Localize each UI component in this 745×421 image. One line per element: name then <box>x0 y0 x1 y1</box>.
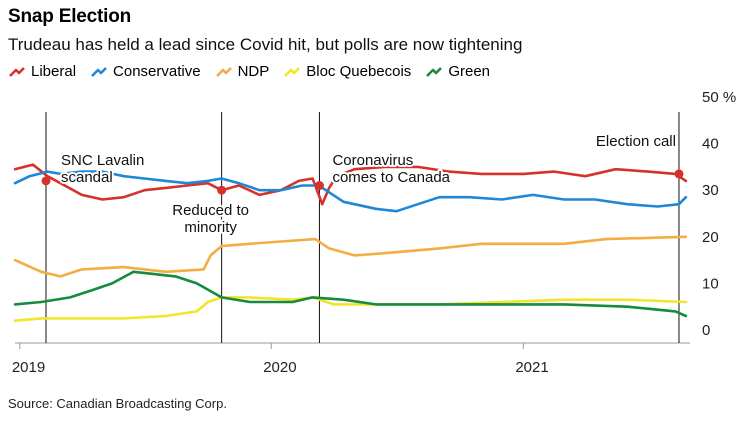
event-marker <box>41 176 51 186</box>
series-line <box>13 270 688 318</box>
y-tick-label: 0 <box>702 322 710 339</box>
y-tick-label: 20 <box>702 229 719 246</box>
event-label-halo: minority <box>184 219 237 236</box>
legend-swatch <box>215 66 232 77</box>
y-tick-label: 50 % <box>702 89 736 106</box>
chart-title: Snap Election <box>8 6 132 27</box>
event-label-halo: SNC Lavalin <box>61 152 144 169</box>
legend-item: NDP <box>215 63 270 80</box>
y-tick-label: 10 <box>702 275 719 292</box>
legend-label: Green <box>448 63 491 80</box>
legend-label: Conservative <box>113 63 201 80</box>
event-label-halo: Coronavirus <box>332 152 413 169</box>
event-marker <box>314 181 324 191</box>
chart-subtitle: Trudeau has held a lead since Covid hit,… <box>8 35 523 54</box>
event-label: scandal <box>61 169 113 186</box>
x-tick-label: 2020 <box>263 359 296 376</box>
legend-swatch <box>9 66 25 77</box>
legend-swatch <box>284 66 301 77</box>
legend-label: Bloc Quebecois <box>306 63 412 80</box>
source-note: Source: Canadian Broadcasting Corp. <box>8 396 227 411</box>
event-label-halo: scandal <box>61 169 113 186</box>
series-line <box>13 163 688 206</box>
legend-label: Liberal <box>31 63 77 80</box>
event-label: Election call <box>596 133 676 150</box>
series-line <box>13 170 688 213</box>
event-marker <box>674 169 684 179</box>
event-label: Coronavirus <box>332 152 413 169</box>
series-line <box>13 235 688 278</box>
legend-item: Bloc Quebecois <box>283 63 411 80</box>
event-label: minority <box>184 219 237 236</box>
event-label: Reduced to <box>172 202 249 219</box>
legend-label: NDP <box>237 63 270 80</box>
event-label-halo: comes to Canada <box>332 169 450 186</box>
legend-item: Liberal <box>8 63 76 80</box>
y-tick-label: 40 <box>702 136 719 153</box>
legend-swatch <box>91 66 107 77</box>
legend-swatch <box>426 66 443 77</box>
x-tick-label: 2021 <box>515 359 548 376</box>
event-label: comes to Canada <box>332 169 450 186</box>
series-line <box>13 296 688 322</box>
event-label-halo: Reduced to <box>172 202 249 219</box>
legend-item: Conservative <box>90 63 201 80</box>
event-marker <box>217 185 227 195</box>
legend: Liberal Conservative NDP Bloc Quebecois Gree… <box>8 63 504 80</box>
x-tick-label: 2019 <box>12 359 45 376</box>
event-label: SNC Lavalin <box>61 152 144 169</box>
event-label-halo: Election call <box>596 133 676 150</box>
y-tick-label: 30 <box>702 182 719 199</box>
legend-item: Green <box>425 63 490 80</box>
